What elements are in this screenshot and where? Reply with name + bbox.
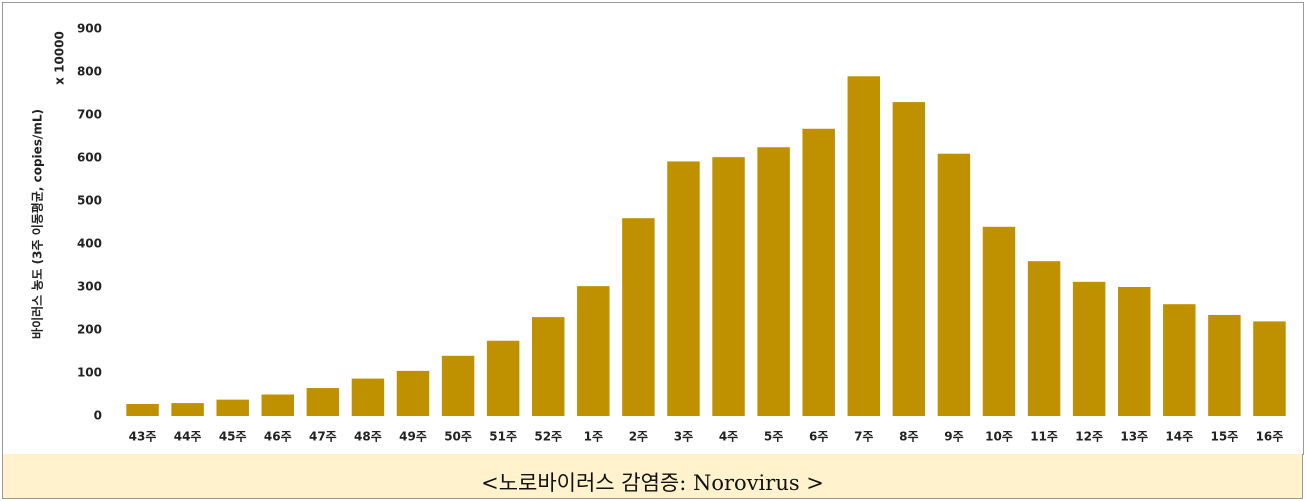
- bar: [216, 399, 249, 416]
- y-tick-label: 600: [77, 151, 102, 165]
- x-tick-label: 43주: [129, 430, 157, 444]
- x-tick-label: 4주: [719, 430, 738, 444]
- x-tick-label: 47주: [309, 430, 337, 444]
- caption: <노로바이러스 감염증: Norovirus >: [2, 454, 1303, 499]
- x-tick-label: 9주: [944, 430, 963, 444]
- bar: [1027, 261, 1061, 416]
- y-tick-label: 400: [77, 237, 102, 251]
- bar: [847, 76, 880, 417]
- bar: [532, 317, 565, 416]
- bar: [261, 394, 294, 416]
- bar: [486, 340, 520, 416]
- y-axis-label: 바이러스 농도 (3주 이동평균, copies/mL): [30, 109, 45, 339]
- bar: [171, 403, 204, 416]
- x-tick-label: 49주: [399, 430, 427, 444]
- x-tick-label: 2주: [629, 430, 648, 444]
- chart: 바이러스 농도 (3주 이동평균, copies/mL) x 10000 0 10…: [2, 2, 1304, 455]
- bar: [1072, 281, 1106, 416]
- bar: [441, 355, 475, 416]
- bar: [622, 218, 655, 416]
- bar: [306, 388, 340, 416]
- x-tick-label: 50주: [444, 430, 472, 444]
- bar: [757, 147, 790, 416]
- x-tick-label: 3주: [674, 430, 693, 444]
- bar: [667, 161, 700, 416]
- y-tick-label: 200: [77, 323, 102, 337]
- x-tick-label: 5주: [764, 430, 783, 444]
- bar: [396, 370, 430, 416]
- x-tick-label: 16주: [1256, 430, 1284, 444]
- y-tick-label: 900: [77, 22, 102, 36]
- y-axis-multiplier: x 10000: [53, 31, 67, 85]
- x-tick-label: 8주: [899, 430, 918, 444]
- x-tick-label: 6주: [809, 430, 828, 444]
- x-tick-label: 14주: [1165, 430, 1193, 444]
- bar: [1118, 287, 1151, 416]
- x-tick-label: 13주: [1120, 430, 1148, 444]
- bar: [1253, 321, 1286, 416]
- bar: [577, 286, 610, 416]
- bar: [892, 102, 926, 416]
- bar: [982, 226, 1016, 416]
- y-tick-label: 700: [77, 108, 102, 122]
- x-tick-label: 48주: [354, 430, 382, 444]
- bar: [351, 378, 385, 416]
- x-tick-label: 10주: [985, 430, 1013, 444]
- y-tick-label: 0: [94, 409, 102, 423]
- x-tick-label: 52주: [534, 430, 562, 444]
- x-tick-label: 1주: [584, 430, 603, 444]
- x-tick-label: 44주: [174, 430, 202, 444]
- y-tick-label: 100: [77, 366, 102, 380]
- bar: [1163, 304, 1196, 416]
- y-tick-label: 300: [77, 280, 102, 294]
- y-tick-label: 800: [77, 65, 102, 79]
- x-tick-label: 46주: [264, 430, 292, 444]
- bar: [126, 403, 159, 416]
- bar: [712, 157, 745, 416]
- x-tick-label: 12주: [1075, 430, 1103, 444]
- x-tick-label: 51주: [489, 430, 517, 444]
- x-tick-label: 11주: [1030, 430, 1058, 444]
- bar: [937, 153, 971, 416]
- x-tick-label: 15주: [1211, 430, 1239, 444]
- x-tick-label: 7주: [854, 430, 873, 444]
- y-tick-label: 500: [77, 194, 102, 208]
- bar: [1208, 314, 1241, 416]
- bar: [802, 128, 835, 416]
- x-tick-label: 45주: [219, 430, 247, 444]
